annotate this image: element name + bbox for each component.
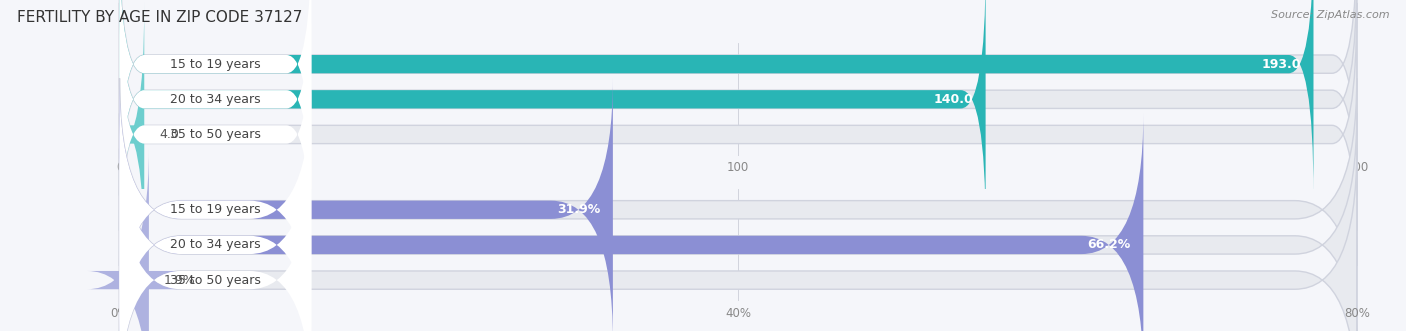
Text: 20 to 34 years: 20 to 34 years bbox=[170, 238, 260, 252]
Text: 4.0: 4.0 bbox=[159, 128, 179, 141]
Text: 1.9%: 1.9% bbox=[163, 274, 195, 287]
FancyBboxPatch shape bbox=[120, 0, 1357, 231]
Text: 20 to 34 years: 20 to 34 years bbox=[170, 93, 260, 106]
FancyBboxPatch shape bbox=[120, 114, 1143, 331]
FancyBboxPatch shape bbox=[120, 114, 1357, 331]
Text: 35 to 50 years: 35 to 50 years bbox=[170, 128, 262, 141]
FancyBboxPatch shape bbox=[120, 149, 311, 331]
FancyBboxPatch shape bbox=[120, 114, 311, 331]
FancyBboxPatch shape bbox=[120, 0, 311, 231]
Text: 35 to 50 years: 35 to 50 years bbox=[170, 274, 262, 287]
Text: 193.0: 193.0 bbox=[1261, 58, 1301, 71]
Text: 15 to 19 years: 15 to 19 years bbox=[170, 203, 260, 216]
FancyBboxPatch shape bbox=[120, 0, 986, 231]
Text: 15 to 19 years: 15 to 19 years bbox=[170, 58, 260, 71]
FancyBboxPatch shape bbox=[120, 78, 311, 331]
Text: Source: ZipAtlas.com: Source: ZipAtlas.com bbox=[1271, 10, 1389, 20]
FancyBboxPatch shape bbox=[120, 78, 613, 331]
FancyBboxPatch shape bbox=[120, 0, 311, 196]
FancyBboxPatch shape bbox=[120, 78, 1357, 331]
Text: 66.2%: 66.2% bbox=[1088, 238, 1130, 252]
FancyBboxPatch shape bbox=[120, 3, 311, 266]
FancyBboxPatch shape bbox=[120, 3, 145, 266]
FancyBboxPatch shape bbox=[120, 3, 1357, 266]
Text: 140.0: 140.0 bbox=[934, 93, 973, 106]
FancyBboxPatch shape bbox=[87, 149, 181, 331]
FancyBboxPatch shape bbox=[120, 149, 1357, 331]
Text: FERTILITY BY AGE IN ZIP CODE 37127: FERTILITY BY AGE IN ZIP CODE 37127 bbox=[17, 10, 302, 25]
FancyBboxPatch shape bbox=[120, 0, 1357, 196]
FancyBboxPatch shape bbox=[120, 0, 1313, 196]
Text: 31.9%: 31.9% bbox=[557, 203, 600, 216]
